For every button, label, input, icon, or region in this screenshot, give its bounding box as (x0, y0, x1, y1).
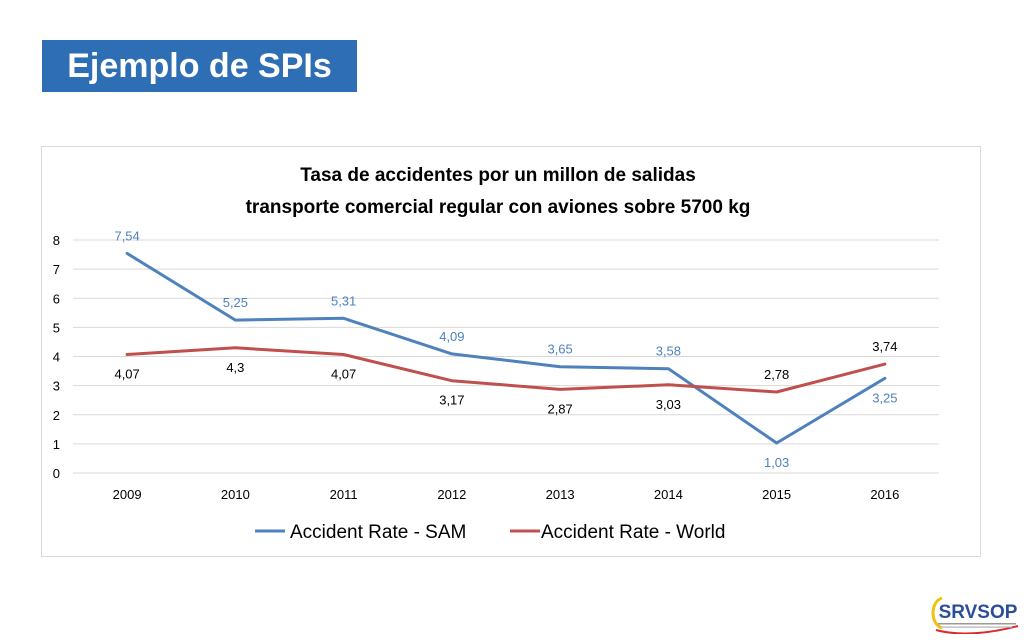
y-tick-label: 4 (53, 350, 60, 365)
data-label-sam: 5,25 (223, 295, 248, 310)
data-label-sam: 7,54 (114, 228, 139, 243)
y-tick-label: 0 (53, 466, 60, 481)
y-tick-label: 1 (53, 437, 60, 452)
data-label-sam: 3,65 (547, 342, 572, 357)
y-tick-label: 6 (53, 291, 60, 306)
x-tick-label: 2012 (437, 487, 466, 502)
data-label-world: 4,07 (331, 366, 356, 381)
chart-title-line-1: Tasa de accidentes por un millon de sali… (300, 165, 696, 186)
legend-label-world: Accident Rate - World (541, 522, 725, 543)
data-labels: 7,54 5,25 5,31 4,09 3,65 3,58 1,03 3,25 4,07 4,3 4… (114, 228, 897, 470)
data-label-world: 3,17 (439, 393, 464, 408)
data-label-sam: 4,09 (439, 329, 464, 344)
y-tick-label: 3 (53, 379, 60, 394)
data-label-world: 3,03 (656, 397, 681, 412)
gridlines (73, 239, 939, 474)
x-axis-tick-labels: 2009 2010 2011 2012 2013 2014 2015 2016 (113, 487, 900, 502)
logo-subtitle-line (938, 623, 1016, 625)
y-axis-tick-labels: 0 1 2 3 4 5 6 7 8 (53, 233, 60, 481)
logo-ring (931, 596, 943, 630)
series-line-sam (125, 251, 887, 445)
y-tick-label: 8 (53, 233, 60, 248)
logo-text: SRVSOP (939, 602, 1018, 623)
slide-title: Ejemplo de SPIs (42, 40, 357, 92)
data-label-sam: 3,58 (656, 344, 681, 359)
x-tick-label: 2011 (330, 487, 358, 502)
x-tick-label: 2015 (762, 487, 791, 502)
data-label-sam: 5,31 (331, 293, 356, 308)
x-tick-label: 2014 (654, 487, 683, 502)
logo-subtitle-line (942, 626, 1012, 628)
data-label-world: 3,74 (872, 339, 897, 354)
data-label-sam: 3,25 (872, 390, 897, 405)
x-tick-label: 2009 (113, 487, 142, 502)
series-line-world (125, 346, 887, 394)
legend-label-sam: Accident Rate - SAM (290, 522, 466, 543)
chart-title-line-2: transporte comercial regular con aviones… (246, 197, 751, 218)
legend: Accident Rate - SAM Accident Rate - World (255, 522, 725, 543)
x-tick-label: 2013 (546, 487, 575, 502)
data-label-world: 2,78 (764, 367, 789, 382)
data-label-world: 4,07 (114, 366, 139, 381)
y-tick-label: 2 (53, 408, 60, 423)
y-tick-label: 7 (53, 262, 60, 277)
chart-area: Tasa de accidentes por un millon de sali… (41, 146, 981, 557)
data-label-sam: 1,03 (764, 455, 789, 470)
accident-rate-line-chart: Tasa de accidentes por un millon de sali… (53, 165, 939, 543)
data-label-world: 2,87 (547, 401, 572, 416)
x-tick-label: 2010 (221, 487, 250, 502)
series-lines (125, 251, 887, 445)
data-label-world: 4,3 (226, 360, 244, 375)
x-tick-label: 2016 (870, 487, 899, 502)
srvsop-logo: SRVSOP (928, 590, 1022, 634)
logo-swoosh (935, 625, 1019, 634)
y-tick-label: 5 (53, 320, 60, 335)
